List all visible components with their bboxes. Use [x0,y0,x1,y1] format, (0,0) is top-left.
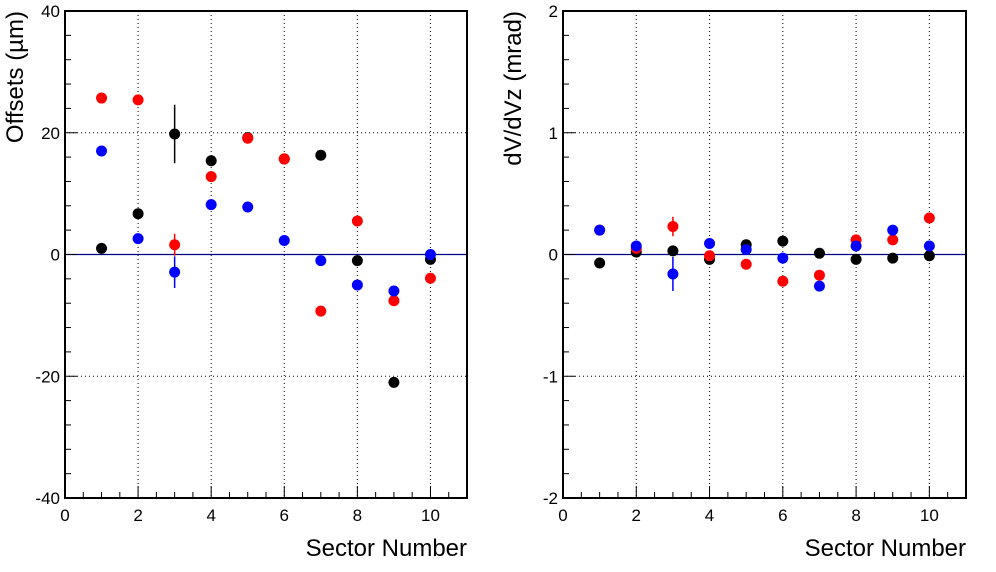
data-point [388,376,400,388]
data-point [242,201,254,213]
data-point [169,128,181,140]
data-point [169,239,181,251]
y-tick-label: 2 [549,2,558,21]
data-point [351,255,363,267]
x-tick-label: 6 [280,506,289,525]
y-tick-label: 40 [41,2,60,21]
data-point [388,285,400,297]
y-tick-label: -1 [543,367,558,386]
data-point [242,132,254,144]
data-point [777,252,789,264]
plot-frame [64,10,468,499]
x-tick-label: 8 [851,506,860,525]
y-tick-label: 1 [549,124,558,143]
x-tick-label: 0 [60,506,69,525]
y-tick-label: -20 [35,367,60,386]
data-point [594,257,606,269]
data-point [923,240,935,252]
y-tick-label: 0 [51,246,60,265]
data-point [887,224,899,236]
data-point [740,244,752,256]
data-point [132,94,144,106]
x-tick-label: 4 [206,506,215,525]
data-point [887,252,899,264]
y-tick-label: -40 [35,489,60,508]
x-tick-label: 0 [558,506,567,525]
data-point [424,249,436,260]
data-point [424,272,436,284]
x-tick-label: 4 [705,506,714,525]
data-point [667,268,679,280]
data-point [777,235,789,247]
y-tick-label: 0 [549,246,558,265]
data-point [132,233,144,245]
data-point [704,238,716,250]
data-point [850,253,862,265]
data-point [132,208,144,220]
x-tick-label: 10 [421,506,440,525]
data-point [315,305,327,317]
data-point [887,234,899,246]
x-tick-label: 2 [133,506,142,525]
data-point [205,199,217,211]
data-point [96,242,108,254]
data-point [169,266,181,278]
data-point [923,212,935,224]
y-tick-label: 20 [41,124,60,143]
offsets-panel: 0 2 4 6 8 10 -40 -20 0 20 40 Sector Number Offsets (… [2,2,468,562]
data-point [923,250,935,262]
data-point [777,275,789,287]
data-point [315,149,327,161]
y-axis-title: Offsets (µm) [2,11,29,143]
data-point [205,155,217,167]
data-point [740,258,752,270]
x-tick-label: 8 [353,506,362,525]
data-point [315,255,327,267]
data-point [667,245,679,257]
plot-frame [562,10,967,499]
x-axis-title: Sector Number [805,535,966,562]
x-tick-label: 6 [778,506,787,525]
data-point [351,215,363,227]
data-point [96,145,108,157]
data-point [813,269,825,281]
x-tick-label: 10 [920,506,939,525]
x-axis-title: Sector Number [306,535,467,562]
data-point [813,280,825,292]
y-axis-title: dV/dVz (mrad) [500,11,527,166]
data-point [278,234,290,246]
data-point [704,250,716,262]
x-tick-label: 2 [632,506,641,525]
data-point [96,92,108,104]
y-tick-label: -2 [543,489,558,508]
data-point [594,224,606,236]
data-point [205,171,217,183]
data-point [278,153,290,165]
data-point [351,279,363,291]
data-point [388,295,400,307]
data-point [667,220,679,232]
data-point [850,240,862,252]
data-point [630,240,642,252]
slope-panel: 0 2 4 6 8 10 -2 -1 0 1 2 Sector Number dV/dVz (mrad) [500,2,967,562]
data-point [813,247,825,259]
